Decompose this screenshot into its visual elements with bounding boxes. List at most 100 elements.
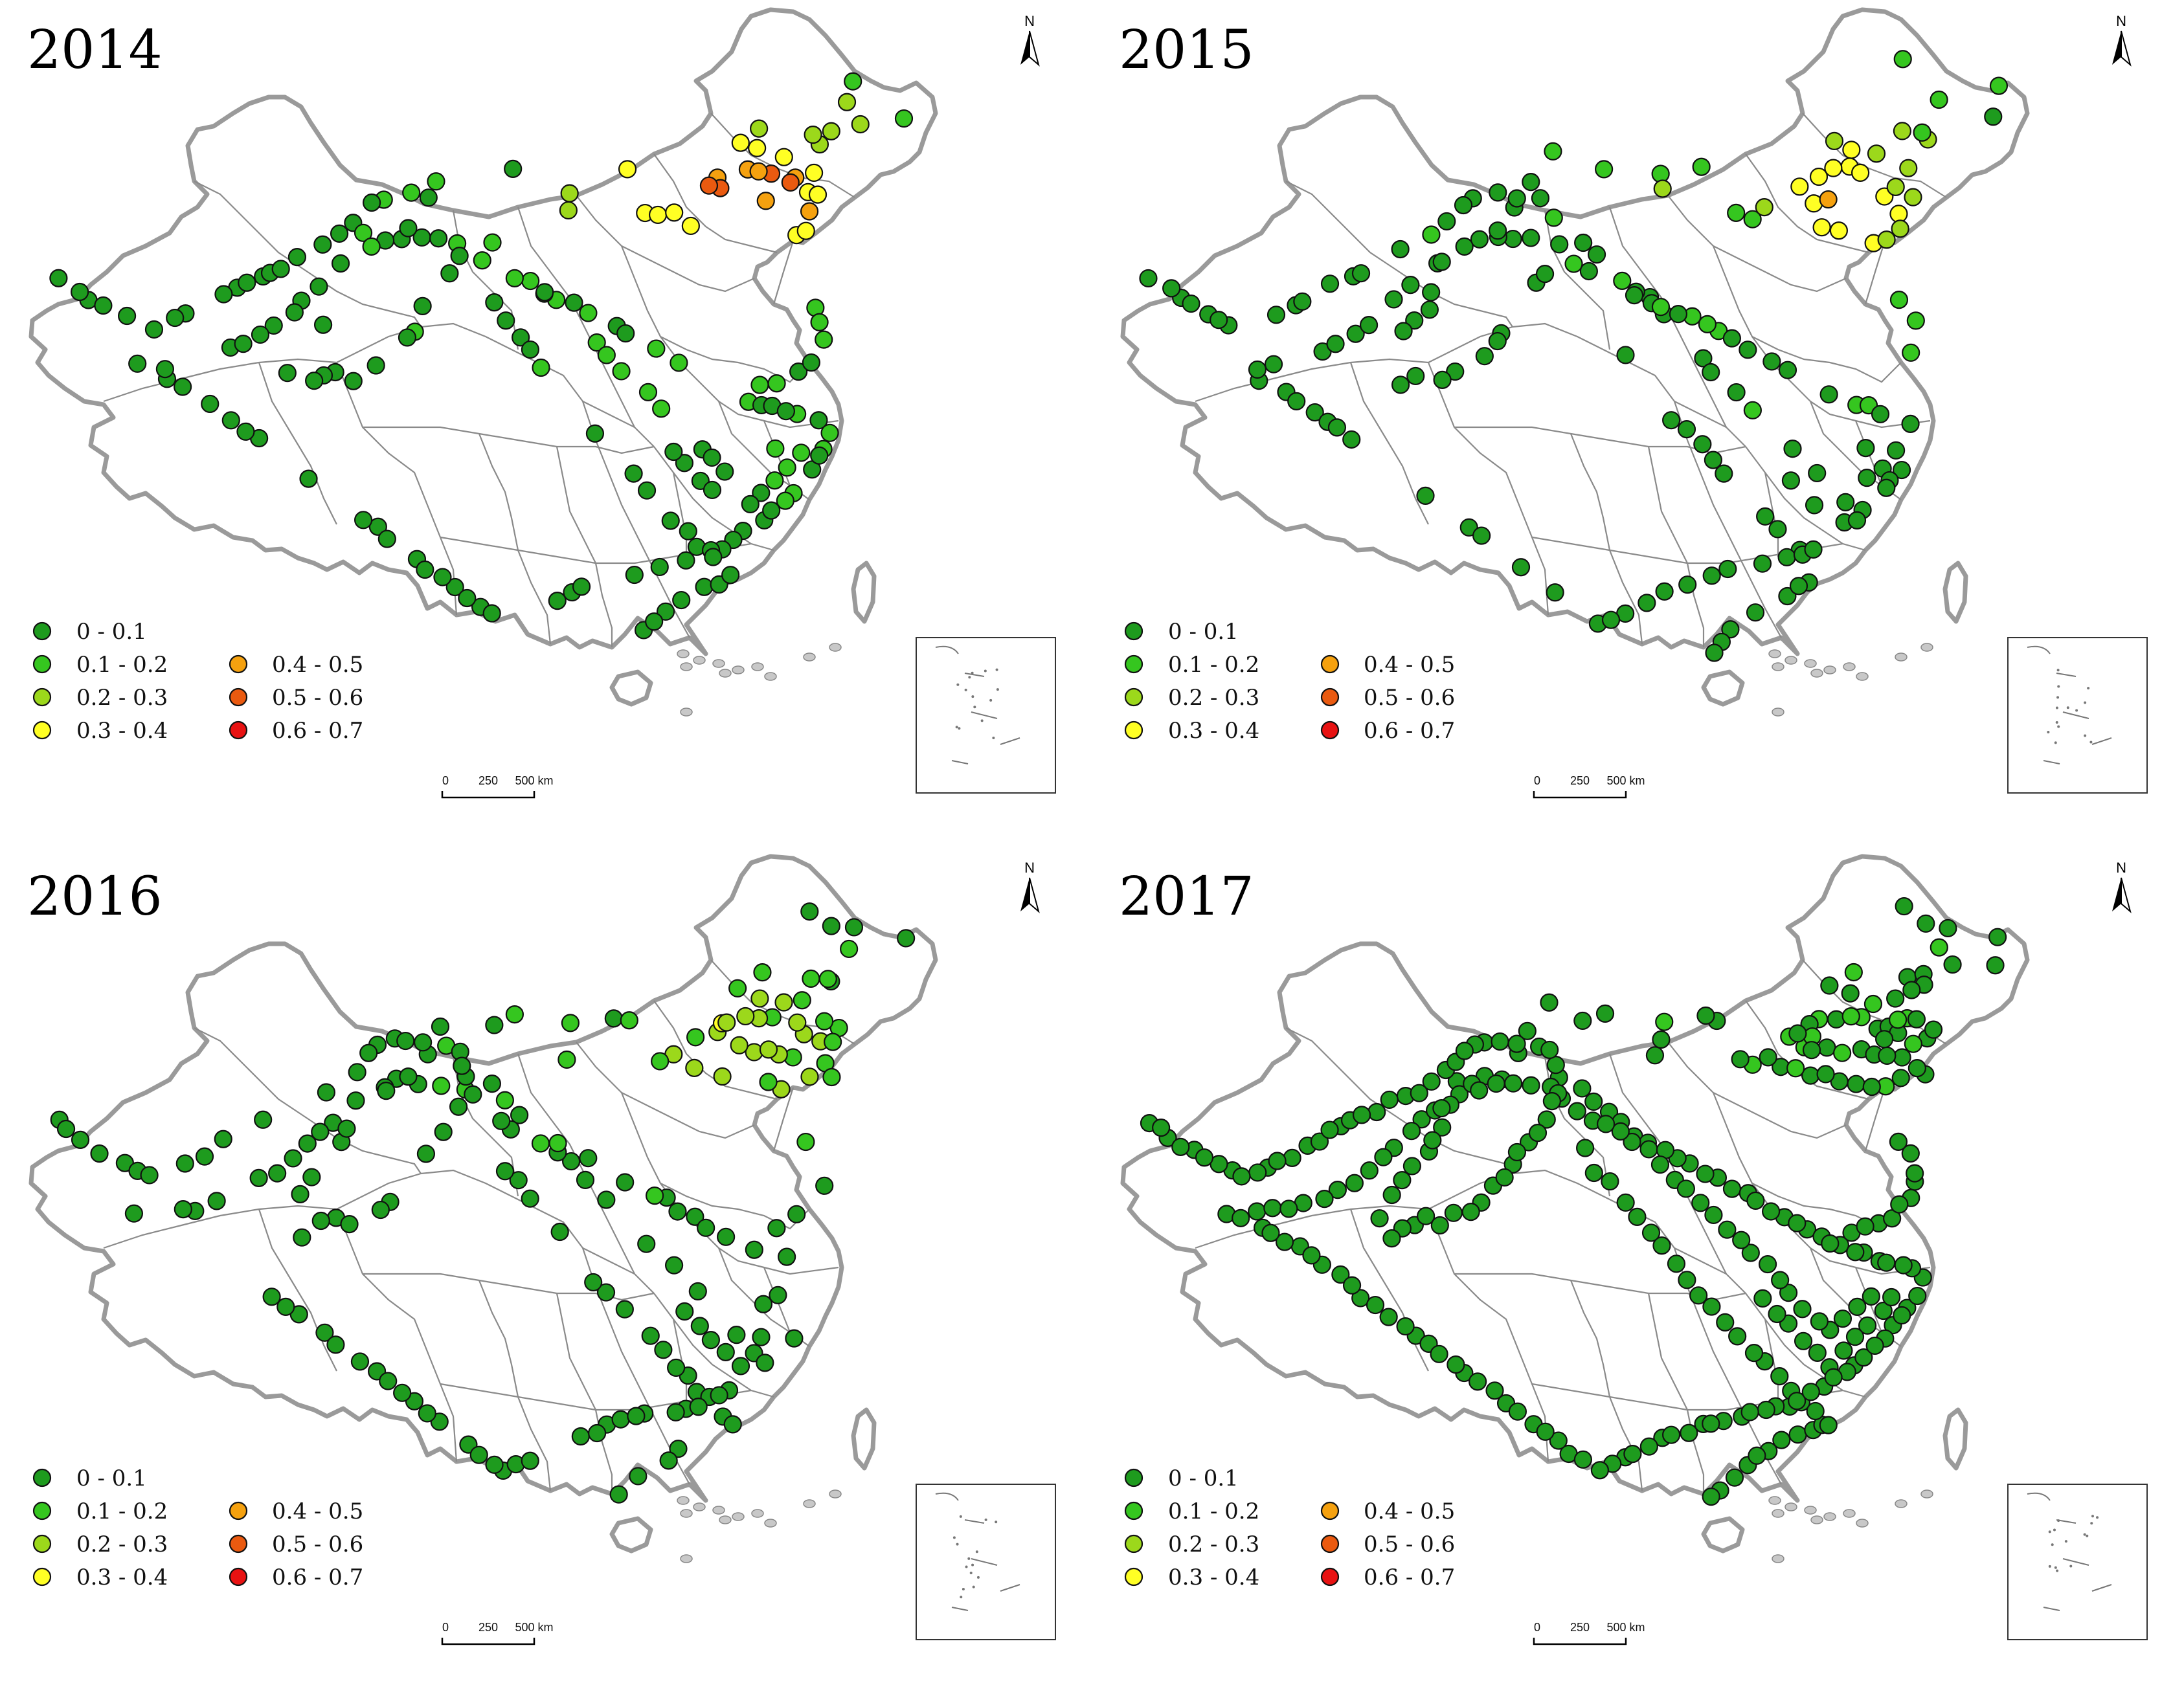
city-point — [535, 283, 554, 302]
city-point — [810, 446, 829, 465]
city-point — [579, 304, 598, 322]
islet — [719, 669, 732, 678]
city-point — [1232, 1209, 1250, 1227]
legend-symbol — [229, 654, 248, 674]
city-point — [1522, 172, 1540, 192]
city-point — [1417, 1207, 1435, 1225]
islet — [1772, 1509, 1784, 1518]
city-point — [1768, 1304, 1786, 1324]
city-point — [1210, 311, 1228, 329]
city-point — [1522, 228, 1540, 247]
city-point — [377, 529, 396, 548]
city-point — [1380, 1090, 1399, 1109]
legend-label: 0.2 - 0.3 — [76, 1532, 168, 1557]
city-point — [667, 1358, 686, 1377]
inset-dot — [995, 1521, 998, 1524]
city-point — [800, 202, 819, 221]
city-point — [1540, 1040, 1559, 1060]
city-point — [730, 1036, 749, 1054]
city-point — [612, 362, 631, 381]
city-point — [1727, 383, 1746, 402]
city-point — [1405, 311, 1424, 330]
city-point — [340, 1215, 359, 1234]
inset-line — [935, 1492, 959, 1501]
city-point — [310, 277, 328, 296]
city-point — [1908, 1059, 1926, 1078]
city-point — [715, 462, 734, 481]
city-point — [1732, 1231, 1751, 1249]
city-point — [1906, 1164, 1924, 1183]
city-point — [1692, 157, 1711, 176]
legend-symbol — [32, 621, 52, 641]
map-svg: N 0 250 500 km 0 - 0.1 0.1 - 0.2 0.2 - 0.3 0.3 … — [1120, 7, 2148, 799]
city-point — [1641, 1223, 1661, 1242]
scale-bar-tick: 0 — [1534, 774, 1540, 787]
inset-line — [2027, 1492, 2051, 1501]
city-point — [1437, 212, 1456, 231]
city-point — [1836, 493, 1855, 511]
panel-year-title: 2014 — [27, 19, 163, 81]
inset-dot — [969, 1571, 973, 1574]
city-point — [650, 557, 669, 577]
city-point — [1863, 994, 1883, 1014]
city-point — [727, 1326, 746, 1344]
city-point — [251, 325, 270, 344]
city-point — [348, 1063, 366, 1082]
islet — [1784, 1502, 1797, 1511]
inset-dot — [2048, 1565, 2051, 1568]
city-point — [521, 340, 540, 359]
city-point — [284, 1149, 302, 1168]
city-point — [166, 308, 185, 328]
legend-symbol — [32, 1567, 52, 1587]
city-point — [759, 1040, 778, 1059]
city-point — [685, 1058, 704, 1077]
city-point — [1352, 1106, 1371, 1124]
city-point — [1653, 179, 1672, 198]
city-point — [1818, 1038, 1836, 1057]
city-point — [618, 160, 637, 179]
city-point — [652, 399, 671, 418]
city-point — [1882, 1287, 1901, 1307]
inset-dot — [968, 676, 971, 679]
city-point — [482, 604, 501, 623]
city-point — [485, 1016, 504, 1034]
city-point — [1986, 956, 2005, 975]
city-point — [299, 469, 318, 488]
province-boundary — [1764, 1319, 1779, 1403]
city-point — [661, 511, 680, 530]
province-boundary — [420, 322, 655, 447]
city-point — [144, 320, 164, 339]
city-point — [804, 126, 822, 144]
city-point — [1715, 464, 1733, 483]
islet — [712, 1506, 725, 1515]
province-boundary — [1864, 1087, 1886, 1152]
inset-dot — [971, 671, 974, 674]
city-point — [1891, 1069, 1910, 1087]
city-point — [616, 1173, 635, 1192]
city-point — [686, 1028, 705, 1047]
city-point — [1384, 290, 1403, 309]
city-point — [1446, 362, 1465, 381]
scale-bar-tick: 500 km — [515, 1621, 553, 1634]
islet — [680, 1509, 693, 1518]
city-point — [485, 1455, 504, 1474]
city-point — [1616, 1193, 1635, 1212]
map-panel-2014: N 0 250 500 km 0 - 0.1 0.1 - 0.2 0.2 - 0.3 0.3 … — [0, 0, 1092, 847]
inset-dot — [2054, 741, 2057, 744]
city-point — [1382, 1229, 1401, 1248]
city-point — [264, 316, 283, 335]
city-point — [1845, 1328, 1865, 1346]
city-point — [818, 970, 837, 988]
city-point — [686, 1207, 704, 1226]
city-point — [1816, 1065, 1835, 1084]
hainan-island — [609, 1516, 653, 1554]
inset-dot — [967, 1557, 971, 1560]
city-point — [1283, 1148, 1301, 1167]
city-point — [1263, 1199, 1282, 1218]
city-point — [756, 192, 775, 210]
islet — [1772, 708, 1784, 717]
city-point — [1320, 1120, 1339, 1139]
city-point — [1716, 1313, 1735, 1332]
city-point — [665, 203, 684, 222]
inset-line — [1000, 1584, 1020, 1592]
